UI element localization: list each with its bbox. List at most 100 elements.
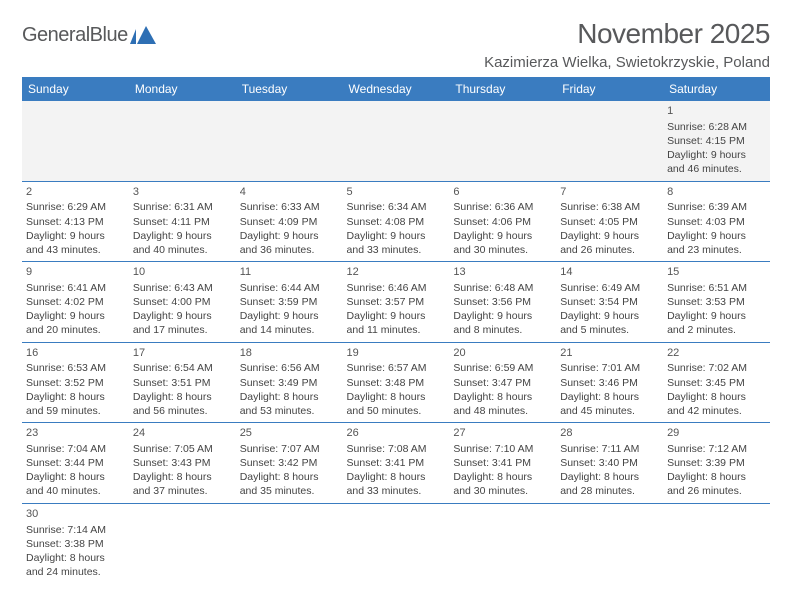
sunrise-line: Sunrise: 6:28 AM xyxy=(667,120,766,134)
daylight-line: Daylight: 9 hours and 20 minutes. xyxy=(26,309,125,337)
daylight-line: Daylight: 8 hours and 59 minutes. xyxy=(26,390,125,418)
sunset-line: Sunset: 3:41 PM xyxy=(453,456,552,470)
calendar-row: 2Sunrise: 6:29 AMSunset: 4:13 PMDaylight… xyxy=(22,181,770,262)
sunset-line: Sunset: 3:42 PM xyxy=(240,456,339,470)
calendar-row: 30Sunrise: 7:14 AMSunset: 3:38 PMDayligh… xyxy=(22,503,770,583)
day-number: 8 xyxy=(667,185,766,200)
day-header: Tuesday xyxy=(236,77,343,101)
sunset-line: Sunset: 4:05 PM xyxy=(560,215,659,229)
sunset-line: Sunset: 3:38 PM xyxy=(26,537,125,551)
daylight-line: Daylight: 9 hours and 30 minutes. xyxy=(453,229,552,257)
calendar-cell: 4Sunrise: 6:33 AMSunset: 4:09 PMDaylight… xyxy=(236,181,343,262)
calendar-head: SundayMondayTuesdayWednesdayThursdayFrid… xyxy=(22,77,770,101)
sunrise-line: Sunrise: 6:57 AM xyxy=(347,361,446,375)
day-header: Sunday xyxy=(22,77,129,101)
logo-name: General xyxy=(22,24,90,46)
calendar-cell: 11Sunrise: 6:44 AMSunset: 3:59 PMDayligh… xyxy=(236,262,343,343)
sunrise-line: Sunrise: 6:41 AM xyxy=(26,281,125,295)
calendar-cell: 2Sunrise: 6:29 AMSunset: 4:13 PMDaylight… xyxy=(22,181,129,262)
sunset-line: Sunset: 3:56 PM xyxy=(453,295,552,309)
day-number: 23 xyxy=(26,426,125,441)
daylight-line: Daylight: 9 hours and 17 minutes. xyxy=(133,309,232,337)
sunrise-line: Sunrise: 6:38 AM xyxy=(560,200,659,214)
calendar-cell-empty xyxy=(236,101,343,181)
daylight-line: Daylight: 9 hours and 36 minutes. xyxy=(240,229,339,257)
calendar-cell-empty xyxy=(556,101,663,181)
logo: GeneralBlue xyxy=(22,24,156,47)
daylight-line: Daylight: 8 hours and 24 minutes. xyxy=(26,551,125,579)
calendar-cell: 12Sunrise: 6:46 AMSunset: 3:57 PMDayligh… xyxy=(343,262,450,343)
calendar-cell: 20Sunrise: 6:59 AMSunset: 3:47 PMDayligh… xyxy=(449,342,556,423)
daylight-line: Daylight: 8 hours and 33 minutes. xyxy=(347,470,446,498)
daylight-line: Daylight: 8 hours and 35 minutes. xyxy=(240,470,339,498)
sunset-line: Sunset: 3:43 PM xyxy=(133,456,232,470)
calendar-cell-empty xyxy=(236,503,343,583)
calendar-cell: 29Sunrise: 7:12 AMSunset: 3:39 PMDayligh… xyxy=(663,423,770,504)
calendar-row: 16Sunrise: 6:53 AMSunset: 3:52 PMDayligh… xyxy=(22,342,770,423)
calendar-cell: 8Sunrise: 6:39 AMSunset: 4:03 PMDaylight… xyxy=(663,181,770,262)
calendar-row: 9Sunrise: 6:41 AMSunset: 4:02 PMDaylight… xyxy=(22,262,770,343)
calendar-cell-empty xyxy=(449,101,556,181)
day-number: 26 xyxy=(347,426,446,441)
calendar-cell: 1Sunrise: 6:28 AMSunset: 4:15 PMDaylight… xyxy=(663,101,770,181)
calendar-row: 1Sunrise: 6:28 AMSunset: 4:15 PMDaylight… xyxy=(22,101,770,181)
calendar-body: 1Sunrise: 6:28 AMSunset: 4:15 PMDaylight… xyxy=(22,101,770,583)
day-header: Thursday xyxy=(449,77,556,101)
sunrise-line: Sunrise: 6:29 AM xyxy=(26,200,125,214)
daylight-line: Daylight: 8 hours and 56 minutes. xyxy=(133,390,232,418)
daylight-line: Daylight: 9 hours and 46 minutes. xyxy=(667,148,766,176)
day-number: 28 xyxy=(560,426,659,441)
daylight-line: Daylight: 8 hours and 42 minutes. xyxy=(667,390,766,418)
daylight-line: Daylight: 8 hours and 40 minutes. xyxy=(26,470,125,498)
daylight-line: Daylight: 9 hours and 23 minutes. xyxy=(667,229,766,257)
calendar-cell: 7Sunrise: 6:38 AMSunset: 4:05 PMDaylight… xyxy=(556,181,663,262)
sunset-line: Sunset: 4:03 PM xyxy=(667,215,766,229)
calendar-cell: 5Sunrise: 6:34 AMSunset: 4:08 PMDaylight… xyxy=(343,181,450,262)
sunset-line: Sunset: 4:09 PM xyxy=(240,215,339,229)
day-number: 13 xyxy=(453,265,552,280)
day-number: 11 xyxy=(240,265,339,280)
calendar-cell: 6Sunrise: 6:36 AMSunset: 4:06 PMDaylight… xyxy=(449,181,556,262)
calendar-cell: 16Sunrise: 6:53 AMSunset: 3:52 PMDayligh… xyxy=(22,342,129,423)
day-number: 22 xyxy=(667,346,766,361)
sunrise-line: Sunrise: 6:39 AM xyxy=(667,200,766,214)
calendar-cell-empty xyxy=(343,503,450,583)
calendar-cell: 10Sunrise: 6:43 AMSunset: 4:00 PMDayligh… xyxy=(129,262,236,343)
day-number: 30 xyxy=(26,507,125,522)
sunset-line: Sunset: 4:11 PM xyxy=(133,215,232,229)
daylight-line: Daylight: 9 hours and 5 minutes. xyxy=(560,309,659,337)
day-number: 27 xyxy=(453,426,552,441)
sunset-line: Sunset: 3:54 PM xyxy=(560,295,659,309)
day-number: 2 xyxy=(26,185,125,200)
daylight-line: Daylight: 9 hours and 14 minutes. xyxy=(240,309,339,337)
daylight-line: Daylight: 8 hours and 26 minutes. xyxy=(667,470,766,498)
calendar-cell: 17Sunrise: 6:54 AMSunset: 3:51 PMDayligh… xyxy=(129,342,236,423)
calendar-cell: 23Sunrise: 7:04 AMSunset: 3:44 PMDayligh… xyxy=(22,423,129,504)
day-number: 14 xyxy=(560,265,659,280)
sunrise-line: Sunrise: 6:53 AM xyxy=(26,361,125,375)
calendar-cell: 14Sunrise: 6:49 AMSunset: 3:54 PMDayligh… xyxy=(556,262,663,343)
sunset-line: Sunset: 3:40 PM xyxy=(560,456,659,470)
calendar-cell-empty xyxy=(129,101,236,181)
day-number: 18 xyxy=(240,346,339,361)
calendar-cell-empty xyxy=(449,503,556,583)
day-number: 21 xyxy=(560,346,659,361)
calendar-cell-empty xyxy=(129,503,236,583)
day-number: 5 xyxy=(347,185,446,200)
calendar-cell: 3Sunrise: 6:31 AMSunset: 4:11 PMDaylight… xyxy=(129,181,236,262)
daylight-line: Daylight: 9 hours and 11 minutes. xyxy=(347,309,446,337)
daylight-line: Daylight: 9 hours and 2 minutes. xyxy=(667,309,766,337)
sunrise-line: Sunrise: 6:34 AM xyxy=(347,200,446,214)
calendar-cell: 28Sunrise: 7:11 AMSunset: 3:40 PMDayligh… xyxy=(556,423,663,504)
daylight-line: Daylight: 9 hours and 43 minutes. xyxy=(26,229,125,257)
sunrise-line: Sunrise: 6:46 AM xyxy=(347,281,446,295)
day-number: 3 xyxy=(133,185,232,200)
sunset-line: Sunset: 4:00 PM xyxy=(133,295,232,309)
calendar-cell-empty xyxy=(22,101,129,181)
calendar-cell: 19Sunrise: 6:57 AMSunset: 3:48 PMDayligh… xyxy=(343,342,450,423)
calendar-cell: 26Sunrise: 7:08 AMSunset: 3:41 PMDayligh… xyxy=(343,423,450,504)
day-header: Monday xyxy=(129,77,236,101)
sunrise-line: Sunrise: 6:51 AM xyxy=(667,281,766,295)
day-number: 24 xyxy=(133,426,232,441)
sunset-line: Sunset: 3:53 PM xyxy=(667,295,766,309)
